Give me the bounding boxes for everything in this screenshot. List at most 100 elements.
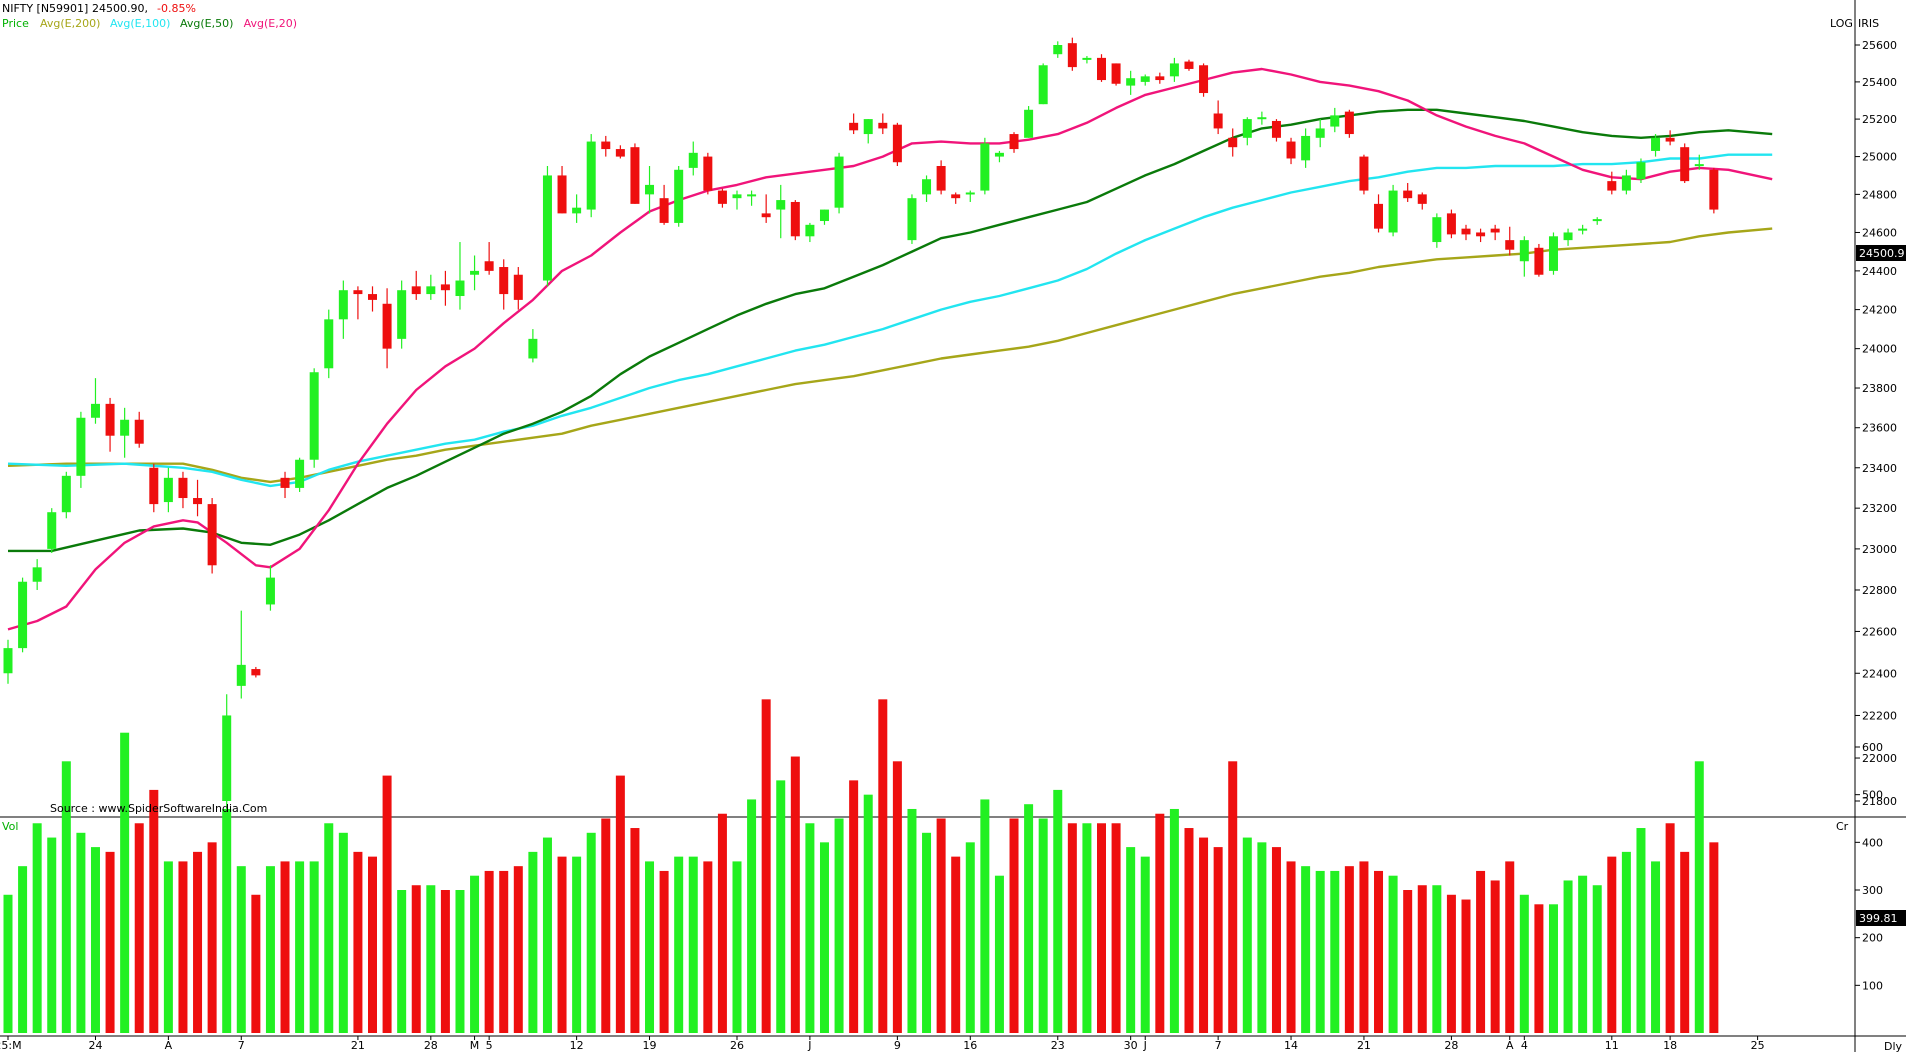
candle	[951, 192, 961, 204]
time-tick-label: 14	[1284, 1039, 1298, 1052]
time-tick-label: 18	[1663, 1039, 1677, 1052]
volume-bar	[309, 861, 319, 1033]
volume-bar	[630, 828, 640, 1033]
candle-body	[1505, 240, 1515, 250]
candle	[163, 467, 173, 513]
candle-body	[1476, 232, 1486, 237]
candle	[1024, 106, 1034, 138]
volume-bar	[790, 756, 800, 1033]
volume-bar	[732, 861, 742, 1033]
candle	[1578, 224, 1588, 235]
candle	[863, 119, 873, 144]
candle-body	[411, 286, 421, 295]
candle-body	[1519, 240, 1529, 262]
candle	[1184, 59, 1194, 71]
volume-bar	[1403, 890, 1413, 1033]
candles	[3, 37, 1719, 823]
log-scale-toggle[interactable]: LOG	[1830, 17, 1853, 30]
timeframe-label[interactable]: Dly	[1884, 1040, 1903, 1052]
candle	[207, 498, 217, 574]
candle-body	[645, 184, 655, 195]
volume-bar	[353, 851, 363, 1033]
candle-body	[295, 459, 305, 488]
time-tick-label: 30	[1124, 1039, 1138, 1052]
current-price-tag: 24500.9	[1856, 245, 1906, 261]
time-tick-label: 23	[1051, 1039, 1065, 1052]
candle	[747, 190, 757, 206]
candle	[1082, 56, 1092, 64]
candle-body	[1432, 217, 1442, 243]
candle	[819, 209, 829, 225]
volume-bar	[1169, 808, 1179, 1033]
volume-bar	[892, 761, 902, 1033]
candle-body	[630, 147, 640, 204]
candle	[805, 222, 815, 243]
candle-body	[805, 224, 815, 237]
candle	[3, 639, 13, 684]
volume-bar	[688, 856, 698, 1033]
candle-body	[1169, 63, 1179, 77]
price-tick-label: 25600	[1862, 39, 1897, 52]
time-tick-label: 21	[1357, 1039, 1371, 1052]
iris-label: IRIS	[1858, 17, 1879, 30]
candle-body	[717, 190, 727, 204]
candle-body	[1461, 228, 1471, 235]
time-tick-label: 12	[570, 1039, 584, 1052]
candle	[1169, 57, 1179, 82]
candle-body	[149, 467, 159, 505]
candle	[1038, 63, 1048, 105]
volume-bar	[149, 789, 159, 1033]
candle-body	[353, 290, 363, 295]
candle	[1490, 224, 1500, 241]
candle	[601, 135, 611, 157]
volume-bar	[951, 856, 961, 1033]
volume-bar	[761, 699, 771, 1033]
volume-bar	[236, 866, 246, 1033]
ema200-line	[7, 227, 1773, 484]
volume-bar	[1592, 885, 1602, 1033]
candle	[557, 166, 567, 214]
candle	[1140, 74, 1150, 86]
price-tick-label: 25200	[1862, 113, 1897, 126]
legend: Price Avg(E,200) Avg(E,100) Avg(E,50) Avg(E,…	[2, 17, 297, 30]
candle	[688, 141, 698, 176]
volume-bar	[440, 890, 450, 1033]
candle-body	[892, 124, 902, 163]
candle-body	[1097, 57, 1106, 81]
time-tick-label: 28	[424, 1039, 438, 1052]
candle-body	[1315, 128, 1325, 138]
candle	[1155, 72, 1165, 84]
volume-bar	[76, 832, 86, 1033]
volume-bar	[1024, 804, 1034, 1033]
price-tick-label: 25400	[1862, 76, 1897, 89]
volume-bar	[251, 894, 261, 1033]
volume-bar	[32, 823, 42, 1033]
volume-bar	[3, 894, 13, 1033]
candle	[470, 255, 480, 291]
volume-bar	[1548, 904, 1558, 1033]
candle	[18, 577, 28, 653]
volume-bar	[1563, 880, 1573, 1033]
volume-bar	[863, 794, 873, 1033]
candle	[1126, 70, 1136, 95]
candle	[1680, 143, 1690, 184]
candle	[1592, 217, 1602, 225]
candle	[994, 150, 1004, 163]
candle	[222, 694, 232, 823]
volume-bar	[324, 823, 334, 1033]
candle	[849, 113, 859, 135]
volume-bar	[849, 780, 859, 1033]
candle	[1563, 228, 1573, 246]
candle	[368, 286, 377, 312]
volume-bar	[1446, 894, 1456, 1033]
candle-body	[251, 669, 261, 676]
candle-body	[586, 141, 596, 210]
candle-body	[965, 192, 975, 195]
volume-bar	[1184, 828, 1194, 1033]
volume-bar	[455, 890, 465, 1033]
volume-bar	[163, 861, 173, 1033]
candle-body	[1053, 45, 1063, 55]
time-tick-label: 25	[1751, 1039, 1765, 1052]
candle-body	[440, 284, 450, 291]
candle	[309, 368, 319, 468]
